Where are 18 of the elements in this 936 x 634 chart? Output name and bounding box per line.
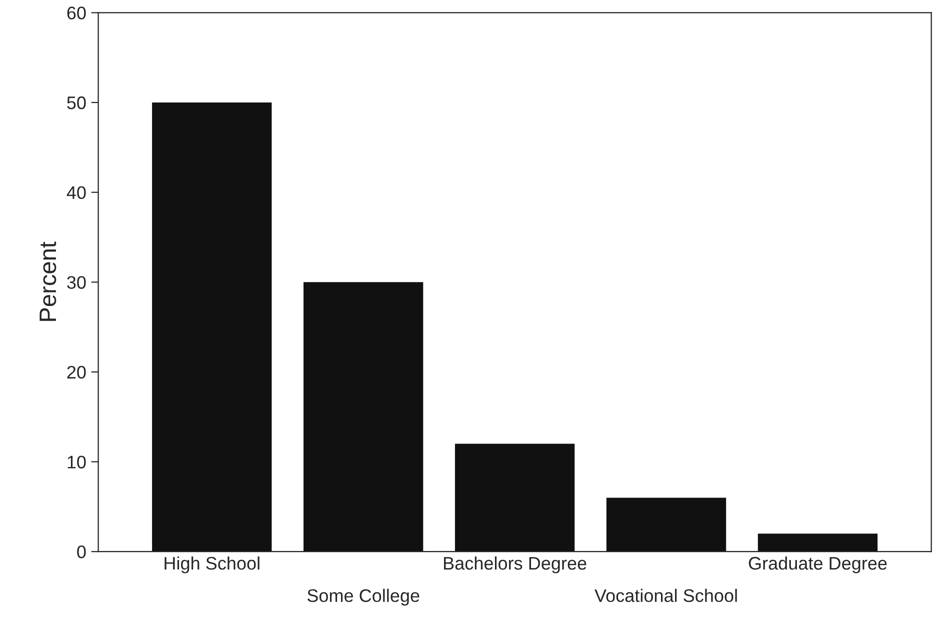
y-tick-label: 10 xyxy=(68,456,86,468)
y-axis-title: Percent xyxy=(40,242,56,321)
y-tick-label: 20 xyxy=(67,366,86,379)
bar xyxy=(304,282,424,552)
y-tick-label: 40 xyxy=(66,186,86,200)
y-tick-label: 0 xyxy=(77,546,86,558)
x-tick-label: Bachelors Degree xyxy=(444,556,586,574)
bar xyxy=(152,102,272,552)
bar xyxy=(454,444,575,552)
x-tick-label: Vocational School xyxy=(594,588,737,602)
y-tick-label: 50 xyxy=(67,96,86,110)
x-tick-label: Some College xyxy=(307,588,420,606)
bar xyxy=(758,534,878,552)
y-tick-label: 30 xyxy=(67,276,86,289)
y-tick-label: 60 xyxy=(67,6,86,20)
x-tick-label: Graduate Degree xyxy=(748,556,887,574)
x-tick-label: High School xyxy=(164,556,260,574)
bar xyxy=(606,498,726,552)
